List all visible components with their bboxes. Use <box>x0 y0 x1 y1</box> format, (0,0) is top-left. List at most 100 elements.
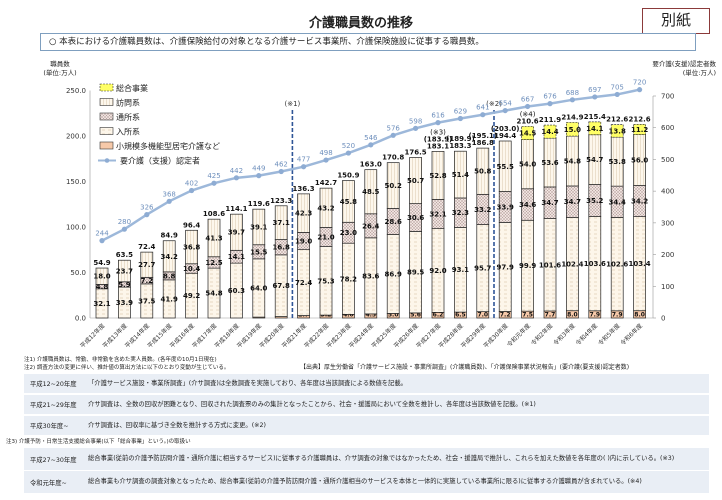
segment-label: 49.2 <box>183 292 200 300</box>
y-tick-label: 150.0 <box>66 178 86 186</box>
segment-label: 32.1 <box>429 211 446 219</box>
note2-row: 平成21~29年度 介サ調査は、全数の回収が困難となり、回収された調査票のみの集計… <box>24 395 709 414</box>
line-value-label: 629 <box>454 108 467 116</box>
y2-tick-label: 500 <box>661 156 674 164</box>
note2-row: 平成12~20年度 「介護サービス施設・事業所調査」(介サ調査)は全数調査を実施し… <box>24 374 709 393</box>
line-point <box>99 238 105 244</box>
segment-label: 6.5 <box>455 312 466 319</box>
bar-segment-3 <box>162 240 176 273</box>
segment-label: 34.2 <box>631 198 648 206</box>
page-title: 介護職員数の推移 <box>308 16 413 31</box>
total-label: 54.9 <box>93 259 110 267</box>
segment-label: 14.1 <box>586 125 603 133</box>
segment-label: 14.5 <box>519 130 536 138</box>
line-value-label: 326 <box>140 204 154 212</box>
y2-tick-label: 200 <box>661 251 674 259</box>
segment-label: 37.1 <box>273 219 290 227</box>
y-tick-label: 250.0 <box>66 87 86 95</box>
bar-segment-3 <box>454 150 467 199</box>
y2-tick-label: 600 <box>661 124 674 132</box>
row-period: 平成12~20年度 <box>30 381 77 388</box>
segment-label: 27.7 <box>138 261 155 269</box>
segment-label: 95.7 <box>474 265 491 273</box>
segment-label: 53.6 <box>541 159 558 167</box>
line-point <box>390 132 396 138</box>
segment-label: 23.7 <box>116 267 133 275</box>
line-point <box>457 115 463 122</box>
legend-label: 訪問系 <box>116 98 140 108</box>
segment-label: 7.9 <box>612 312 623 319</box>
bar-segment-3 <box>252 208 266 246</box>
bar-segment-3 <box>207 218 221 258</box>
y2-axis-title: 要介護(支援)認定者数 (単位:万人) <box>600 60 716 78</box>
total-with-sogo-label: (195.1) <box>469 132 498 140</box>
segment-label: 45.8 <box>340 198 357 206</box>
segment-label: 7.2 <box>500 312 511 319</box>
note2-row: 平成30年度~ 介サ調査は、回収率に基づき全数を推計する方式に変更。(※2) <box>24 416 709 435</box>
segment-label: 48.5 <box>362 188 379 196</box>
line-value-label: 697 <box>588 86 601 94</box>
bar-segment-3 <box>476 147 490 195</box>
segment-label: 34.2 <box>161 253 178 261</box>
segment-label: 53.8 <box>609 158 626 166</box>
line-value-label: 498 <box>319 149 332 157</box>
segment-label: 51.4 <box>452 171 469 179</box>
line-point <box>256 173 262 179</box>
line-value-label: 705 <box>611 83 624 91</box>
y-axis-label: 職員数 <box>50 60 70 68</box>
x-tick-label: 令和4年度 <box>574 322 599 347</box>
x-tick-label: 平成30年度 <box>482 322 510 350</box>
legend-swatch <box>99 127 114 135</box>
total-label: 183.1 <box>427 142 449 150</box>
legend-label: 要介護（支援）認定者 <box>120 156 200 166</box>
segment-label: 10.4 <box>183 265 200 273</box>
segment-label: 7.7 <box>545 312 556 319</box>
segment-label: 7.5 <box>522 312 533 319</box>
line-value-label: 425 <box>207 172 220 180</box>
total-with-sogo-label: (189.9) <box>446 135 475 143</box>
y-tick-label: 0.0 <box>75 315 86 323</box>
line-value-label: 676 <box>543 93 557 101</box>
line-value-label: 462 <box>275 160 288 168</box>
line-point <box>233 175 239 181</box>
line-point <box>144 212 150 218</box>
line-point <box>301 164 307 170</box>
line-point <box>614 91 620 98</box>
total-label: 123.3 <box>270 197 292 205</box>
segment-label: 103.4 <box>629 260 651 268</box>
bar-segment-3 <box>386 162 400 209</box>
segment-label: 8.8 <box>163 272 176 280</box>
segment-label: 54.8 <box>205 290 222 298</box>
segment-label: 64.0 <box>250 284 267 292</box>
total-label: 150.9 <box>337 172 359 180</box>
legend-label: 通所系 <box>116 112 140 122</box>
segment-label: 86.9 <box>385 270 402 278</box>
total-label: 63.5 <box>116 251 133 259</box>
line-value-label: 720 <box>633 79 646 87</box>
segment-label: 6.2 <box>433 312 444 319</box>
source: 【出典】厚生労働省「介護サービス施設・事業所調査」(介護職員数)、「介護保険事業… <box>300 364 630 371</box>
line-point <box>166 198 172 204</box>
x-tick-label: 令和元年度 <box>505 322 532 349</box>
x-tick-label: 令和6年度 <box>619 322 644 347</box>
segment-label: 34.6 <box>519 201 536 209</box>
segment-label: 60.3 <box>228 287 245 295</box>
segment-label: 99.9 <box>519 262 536 270</box>
line-value-label: 449 <box>252 165 265 173</box>
annotation-label: (※4) <box>520 110 536 118</box>
bar-segment-3 <box>498 140 512 192</box>
bar-segment-3 <box>409 157 422 204</box>
bar-segment-3 <box>118 259 131 283</box>
row-text: 介サ調査は、回収率に基づき全数を推計する方式に変更。(※2) <box>88 421 266 429</box>
segment-label: 7.0 <box>477 312 488 319</box>
line-point <box>368 142 374 148</box>
line-point <box>323 157 329 163</box>
line-value-label: 402 <box>185 180 198 188</box>
segment-label: 4.8 <box>96 283 109 291</box>
segment-label: 39.7 <box>228 229 245 237</box>
line-value-label: 477 <box>297 156 310 164</box>
line-point <box>637 87 643 93</box>
legend-swatch <box>99 83 114 92</box>
total-label: 215.4 <box>584 113 606 121</box>
line-value-label: 546 <box>364 134 378 142</box>
